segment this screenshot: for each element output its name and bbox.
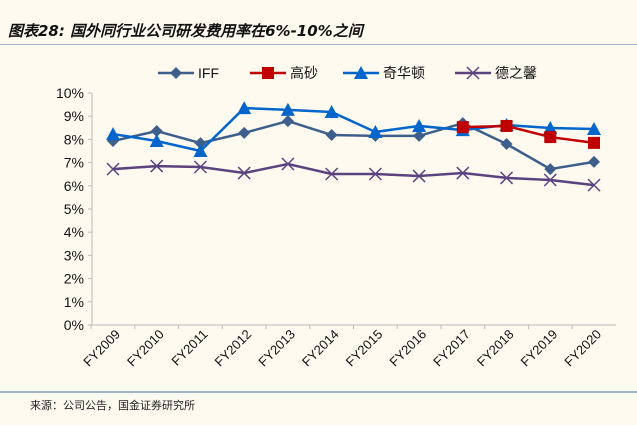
data-point-triangle: [193, 144, 208, 157]
data-point-square: [262, 67, 274, 79]
series-x: [106, 157, 601, 192]
legend-item: 奇华顿: [343, 65, 425, 81]
x-tick-label: FY2019: [518, 327, 561, 370]
data-point-triangle: [280, 102, 295, 116]
data-point-triangle: [587, 121, 601, 135]
legend-item: 高砂: [250, 65, 318, 81]
data-point-triangle: [354, 66, 368, 79]
x-tick-label: FY2012: [211, 327, 254, 370]
series-line: [112, 106, 595, 153]
data-point-diamond: [194, 137, 207, 150]
data-point-x: [466, 66, 480, 80]
data-point-x: [543, 173, 557, 187]
data-point-x: [325, 167, 339, 181]
data-point-x: [587, 178, 601, 192]
y-tick-label: 9%: [64, 108, 84, 124]
series-line: [112, 119, 595, 171]
data-point-diamond: [325, 128, 338, 141]
legend-item: IFF: [158, 65, 219, 81]
data-point-triangle: [368, 124, 383, 138]
data-point-diamond: [170, 67, 182, 79]
y-tick-label: 5%: [64, 201, 84, 217]
x-tick-label: FY2013: [255, 327, 298, 370]
y-tick-label: 4%: [64, 224, 84, 240]
x-tick-label: FY2017: [430, 327, 473, 370]
data-point-diamond: [500, 138, 513, 151]
x-tick-label: FY2011: [168, 327, 210, 369]
data-point-x: [281, 157, 295, 171]
data-point-diamond: [238, 126, 251, 139]
data-point-x: [150, 159, 164, 173]
x-tick-label: FY2014: [299, 327, 342, 370]
data-point-x: [412, 169, 426, 183]
x-tick-label: FY2018: [474, 327, 517, 370]
data-point-square: [456, 121, 469, 134]
data-point-triangle: [412, 118, 427, 132]
data-point-square: [588, 136, 600, 149]
x-tick-label: FY2010: [124, 327, 167, 370]
data-point-diamond: [150, 125, 163, 138]
legend-label: 奇华顿: [383, 65, 425, 81]
data-point-triangle: [543, 121, 558, 135]
series-line: [112, 162, 595, 187]
x-tick-label: FY2020: [561, 327, 604, 370]
y-tick-label: 1%: [64, 294, 84, 310]
data-point-x: [456, 166, 470, 180]
data-point-diamond: [588, 155, 600, 168]
data-point-square: [500, 119, 513, 132]
data-point-diamond: [281, 115, 294, 128]
x-tick-label: FY2015: [343, 327, 386, 370]
data-point-triangle: [106, 127, 120, 141]
y-tick-label: 2%: [64, 271, 84, 287]
series-triangle: [106, 101, 601, 157]
data-point-diamond: [413, 129, 426, 142]
series-line: [462, 124, 595, 145]
series-diamond: [107, 115, 600, 176]
y-tick-label: 8%: [64, 131, 84, 147]
data-point-triangle: [324, 105, 339, 119]
x-tick-label: FY2016: [386, 327, 429, 370]
y-tick-label: 7%: [64, 155, 84, 171]
y-tick-label: 3%: [64, 247, 84, 263]
data-point-diamond: [544, 163, 557, 176]
y-tick-label: 6%: [64, 178, 84, 194]
divider: [0, 391, 637, 393]
legend-label: IFF: [198, 65, 219, 81]
data-point-x: [500, 171, 514, 185]
legend-item: 德之馨: [455, 65, 537, 81]
legend-label: 高砂: [290, 65, 318, 81]
data-point-x: [193, 160, 207, 174]
y-tick-label: 0%: [64, 317, 84, 333]
data-point-triangle: [149, 134, 164, 148]
chart-title: 图表28: 国外同行业公司研发费用率在6%-10%之间: [8, 22, 363, 40]
series-square: [456, 119, 600, 149]
data-point-x: [368, 167, 382, 181]
data-point-x: [237, 166, 251, 180]
source-note: 来源：公司公告，国金证券研究所: [30, 399, 195, 412]
data-point-square: [544, 131, 557, 144]
data-point-x: [106, 162, 120, 176]
data-point-triangle: [237, 101, 252, 115]
y-tick-label: 10%: [56, 85, 84, 101]
legend-label: 德之馨: [495, 65, 537, 81]
divider: [0, 44, 637, 45]
x-tick-label: FY2009: [80, 327, 123, 370]
